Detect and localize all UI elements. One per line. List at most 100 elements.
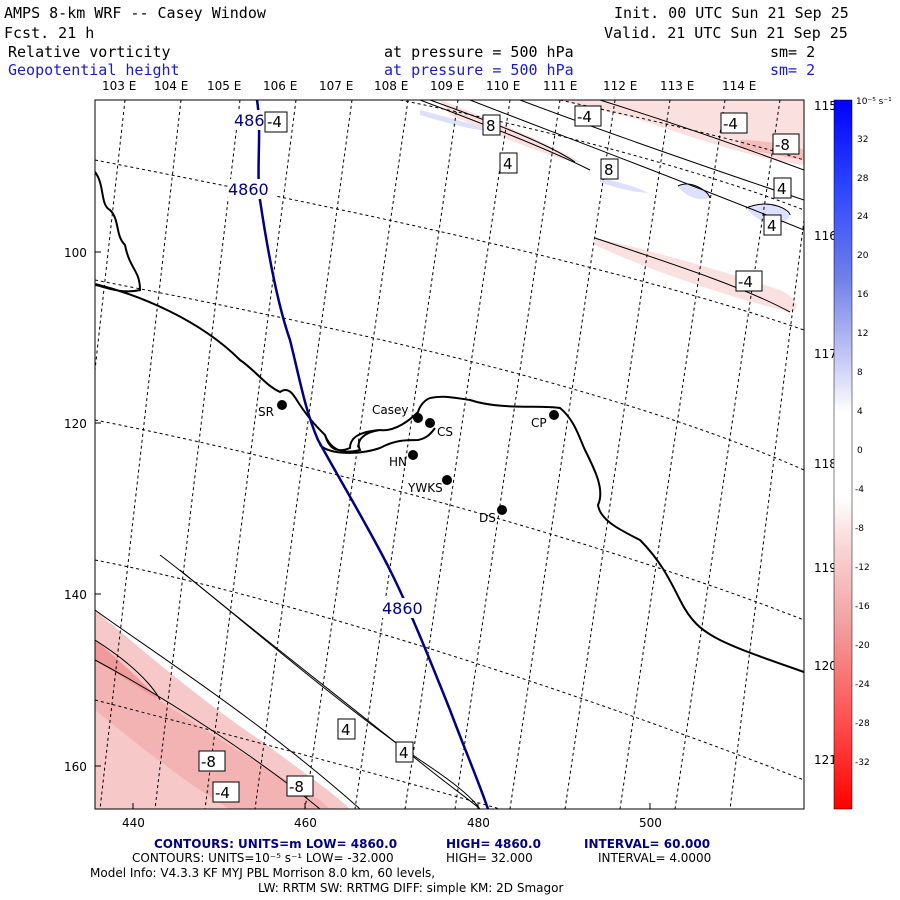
svg-text:4: 4	[503, 155, 513, 173]
vorticity-label: -4	[735, 270, 763, 292]
field1-smoothing: sm= 2	[770, 43, 816, 61]
vorticity-label: 4	[763, 214, 782, 236]
station-casey: Casey	[372, 403, 423, 423]
colorbar-tick: 12	[857, 329, 868, 339]
colorbar-tick: -16	[855, 602, 870, 612]
field1-name: Relative vorticity	[8, 43, 171, 61]
svg-text:4860: 4860	[382, 599, 423, 618]
colorbar-unit: 10⁻⁵ s⁻¹	[856, 97, 892, 107]
init-time: Init. 00 UTC Sun 21 Sep 25	[614, 4, 849, 22]
svg-text:Casey: Casey	[372, 403, 408, 417]
vorticity-label: 8	[600, 158, 619, 180]
svg-text:DS: DS	[479, 511, 496, 525]
lon-label: 103 E	[102, 79, 136, 93]
svg-text:4: 4	[341, 721, 351, 739]
svg-text:4860: 4860	[228, 180, 269, 199]
vorticity-shade-positive-2	[678, 184, 710, 200]
colorbar-tick: 0	[857, 446, 863, 456]
vorticity-label: -4	[720, 112, 748, 134]
coastline-inlet	[319, 427, 436, 454]
colorbar-gradient	[833, 99, 853, 810]
vorticity-label: 4	[499, 152, 518, 174]
x-axis-labels: 440 460 480 500	[122, 816, 662, 830]
chart-title: AMPS 8-km WRF -- Casey Window	[4, 4, 266, 22]
svg-text:4: 4	[399, 744, 409, 762]
field1-level: at pressure = 500 hPa	[384, 43, 574, 61]
svg-text:YWKS: YWKS	[407, 481, 443, 495]
footer-vorticity-high: HIGH= 32.000	[446, 851, 533, 865]
svg-text:HN: HN	[389, 455, 407, 469]
station-ds: DS	[479, 505, 507, 525]
coastline	[95, 171, 804, 673]
x-tick-label: 480	[467, 816, 490, 830]
svg-text:-4: -4	[738, 273, 753, 291]
station-cs: CS	[425, 418, 453, 439]
svg-text:-8: -8	[289, 778, 304, 796]
footer-vorticity-interval: INTERVAL= 4.0000	[598, 851, 712, 865]
map-frame	[94, 99, 805, 810]
x-tick-label: 440	[122, 816, 145, 830]
vorticity-label: -4	[264, 111, 288, 133]
colorbar-tick: -24	[855, 680, 870, 690]
vorticity-label: 4	[773, 177, 792, 199]
lon-label: 105 E	[207, 79, 241, 93]
colorbar-tick: 32	[857, 135, 868, 145]
vorticity-shade-negative-sw-core	[95, 640, 160, 700]
svg-text:-8: -8	[201, 753, 216, 771]
lon-label: 111 E	[543, 79, 577, 93]
forecast-hour: Fcst. 21 h	[4, 24, 95, 42]
colorbar-tick: -12	[855, 563, 870, 573]
field2-level: at pressure = 500 hPa	[384, 61, 574, 79]
field2-name: Geopotential height	[8, 61, 180, 79]
svg-text:CS: CS	[437, 425, 453, 439]
station-cp: CP	[531, 410, 559, 430]
svg-text:-4: -4	[723, 115, 738, 133]
y-tick-label: 140	[64, 588, 87, 602]
lon-label: 104 E	[154, 79, 188, 93]
lon-label: 108 E	[374, 79, 408, 93]
svg-text:4: 4	[777, 180, 787, 198]
vorticity-shade-positive-1	[600, 178, 648, 193]
lon-grid	[95, 100, 804, 809]
footer-contours-vorticity: CONTOURS: UNITS=10⁻⁵ s⁻¹ LOW= -32.000	[132, 851, 394, 865]
svg-text:-4: -4	[267, 113, 282, 131]
colorbar-tick: -4	[855, 485, 864, 495]
vorticity-shade-positive-4	[420, 110, 500, 132]
colorbar-tick: 4	[857, 407, 863, 417]
vorticity-shade-negative-ne4	[595, 238, 797, 312]
lon-label: 112 E	[603, 79, 637, 93]
geopotential-label: 4860	[382, 598, 430, 618]
y-axis-labels: 100 120 140 160	[64, 246, 87, 774]
x-tick-label: 460	[294, 816, 317, 830]
lon-label: 110 E	[486, 79, 520, 93]
colorbar-tick: 24	[857, 212, 869, 222]
svg-text:8: 8	[604, 161, 614, 179]
colorbar-tick: -32	[855, 758, 870, 768]
footer-height-interval: INTERVAL= 60.000	[584, 837, 711, 851]
colorbar-tick: 20	[857, 251, 869, 261]
axis-ticks	[95, 251, 651, 809]
lat-grid	[95, 100, 804, 809]
footer-model-physics: LW: RRTM SW: RRTMG DIFF: simple KM: 2D S…	[258, 881, 564, 895]
colorbar-tick: -8	[855, 524, 864, 534]
vorticity-label: -4	[212, 781, 240, 803]
vorticity-label: 4	[395, 741, 414, 763]
y-tick-label: 160	[64, 760, 87, 774]
geopotential-contour-4860	[255, 100, 490, 809]
svg-text:-4: -4	[577, 108, 592, 126]
svg-text:8: 8	[486, 117, 496, 135]
colorbar-tick: -28	[855, 719, 870, 729]
vorticity-label: -8	[286, 775, 314, 797]
colorbar: 10⁻⁵ s⁻¹ 32 28 24 20 16 12 8 4 0 -4 -8 -…	[833, 97, 892, 810]
vorticity-label: -8	[772, 133, 800, 155]
vorticity-label: 4	[337, 718, 356, 740]
lon-label: 114 E	[722, 79, 756, 93]
geopotential-label: 4860	[228, 179, 276, 199]
footer-contours-height: CONTOURS: UNITS=m LOW= 4860.0	[154, 837, 398, 851]
y-tick-label: 120	[64, 417, 87, 431]
svg-text:-8: -8	[775, 136, 790, 154]
station-sr: SR	[258, 400, 287, 419]
vorticity-contours	[95, 100, 804, 809]
lon-label: 107 E	[319, 79, 353, 93]
